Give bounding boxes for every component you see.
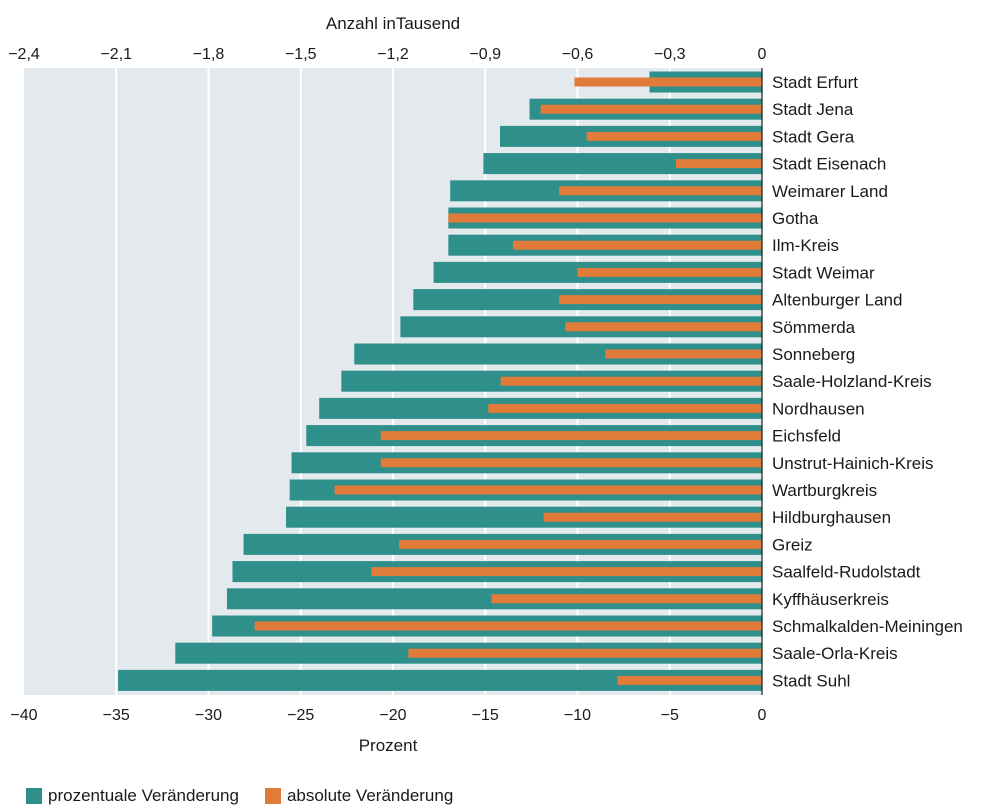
bar-absolute xyxy=(399,539,762,549)
category-label: Stadt Eisenach xyxy=(772,155,886,174)
bottom-tick-label: −20 xyxy=(379,707,406,724)
category-label: Kyffhäuserkreis xyxy=(772,590,889,609)
top-tick-label: −0,9 xyxy=(469,46,501,63)
category-label: Saale-Orla-Kreis xyxy=(772,644,898,663)
bottom-tick-label: −25 xyxy=(287,707,314,724)
bar-absolute xyxy=(500,376,762,386)
category-label: Gotha xyxy=(772,209,819,228)
category-label: Weimarer Land xyxy=(772,182,888,201)
top-tick-label: −0,6 xyxy=(562,46,594,63)
bottom-tick-label: 0 xyxy=(758,707,767,724)
bar-absolute xyxy=(408,648,762,658)
top-axis-title: Anzahl inTausend xyxy=(326,14,460,33)
absolute-bars xyxy=(254,77,762,685)
legend-label-absolute: absolute Veränderung xyxy=(286,786,454,805)
category-label: Saalfeld-Rudolstadt xyxy=(772,563,921,582)
category-label: Saale-Holzland-Kreis xyxy=(772,372,932,391)
legend-label-percent: prozentuale Veränderung xyxy=(48,786,239,805)
bar-absolute xyxy=(675,159,762,169)
top-axis-ticks: −2,4 −2,1 −1,8 −1,5 −1,2 −0,9 −0,6 −0,3 0 xyxy=(8,46,766,63)
bar-absolute xyxy=(586,131,762,141)
bottom-tick-label: −10 xyxy=(564,707,591,724)
bottom-axis-ticks: −40 −35 −30 −25 −20 −15 −10 −5 0 xyxy=(10,707,766,724)
category-label: Greiz xyxy=(772,535,813,554)
bar-absolute xyxy=(540,104,762,114)
category-label: Nordhausen xyxy=(772,399,865,418)
legend: prozentuale Veränderung absolute Verände… xyxy=(26,786,453,806)
category-label: Stadt Erfurt xyxy=(772,73,858,92)
legend-item-absolute: absolute Veränderung xyxy=(264,786,454,806)
bar-absolute xyxy=(574,77,762,87)
bottom-tick-label: −15 xyxy=(472,707,499,724)
bottom-tick-label: −5 xyxy=(661,707,679,724)
category-label: Altenburger Land xyxy=(772,291,902,310)
bottom-tick-label: −30 xyxy=(195,707,222,724)
legend-swatch-percent xyxy=(26,788,42,804)
top-tick-label: −2,1 xyxy=(100,46,132,63)
bottom-tick-label: −35 xyxy=(103,707,130,724)
bottom-tick-label: −40 xyxy=(10,707,37,724)
category-label: Wartburgkreis xyxy=(772,481,877,500)
bar-absolute xyxy=(559,186,762,196)
category-label: Ilm-Kreis xyxy=(772,236,839,255)
bar-absolute xyxy=(577,267,762,277)
bar-absolute xyxy=(334,485,762,495)
bar-absolute xyxy=(491,594,762,604)
bar-percent xyxy=(354,343,762,365)
bar-percent xyxy=(483,153,762,175)
category-label: Unstrut-Hainich-Kreis xyxy=(772,454,934,473)
bottom-axis-title: Prozent xyxy=(359,736,418,755)
bar-absolute xyxy=(559,295,762,305)
top-tick-label: −2,4 xyxy=(8,46,40,63)
percent-bars xyxy=(118,71,763,691)
top-tick-label: −1,8 xyxy=(193,46,225,63)
category-labels: Stadt Erfurt Stadt Jena Stadt Gera Stadt Ei… xyxy=(772,73,963,690)
bar-absolute xyxy=(380,431,762,441)
category-label: Stadt Suhl xyxy=(772,671,850,690)
top-tick-label: −1,5 xyxy=(285,46,317,63)
bar-absolute xyxy=(488,403,762,413)
bar-absolute xyxy=(448,213,762,223)
bar-absolute xyxy=(371,567,762,577)
category-label: Hildburghausen xyxy=(772,508,891,527)
category-label: Eichsfeld xyxy=(772,427,841,446)
legend-swatch-absolute xyxy=(264,788,281,804)
category-label: Sonneberg xyxy=(772,345,855,364)
bar-percent xyxy=(285,506,762,528)
category-label: Sömmerda xyxy=(772,318,856,337)
bar-absolute xyxy=(565,322,762,332)
top-tick-label: 0 xyxy=(758,46,767,63)
category-label: Stadt Gera xyxy=(772,127,855,146)
bar-absolute xyxy=(512,240,762,250)
bar-absolute xyxy=(605,349,762,359)
bar-chart: −2,4 −2,1 −1,8 −1,5 −1,2 −0,9 −0,6 −0,3 0 −40 −35… xyxy=(8,14,963,755)
bar-absolute xyxy=(380,458,762,468)
category-label: Schmalkalden-Meiningen xyxy=(772,617,963,636)
bar-absolute xyxy=(617,675,762,685)
category-label: Stadt Weimar xyxy=(772,263,875,282)
top-tick-label: −0,3 xyxy=(654,46,686,63)
legend-item-percent: prozentuale Veränderung xyxy=(26,786,239,806)
top-tick-label: −1,2 xyxy=(377,46,409,63)
bar-absolute xyxy=(543,512,762,522)
category-label: Stadt Jena xyxy=(772,100,854,119)
bar-percent xyxy=(118,669,763,691)
bar-absolute xyxy=(254,621,762,631)
